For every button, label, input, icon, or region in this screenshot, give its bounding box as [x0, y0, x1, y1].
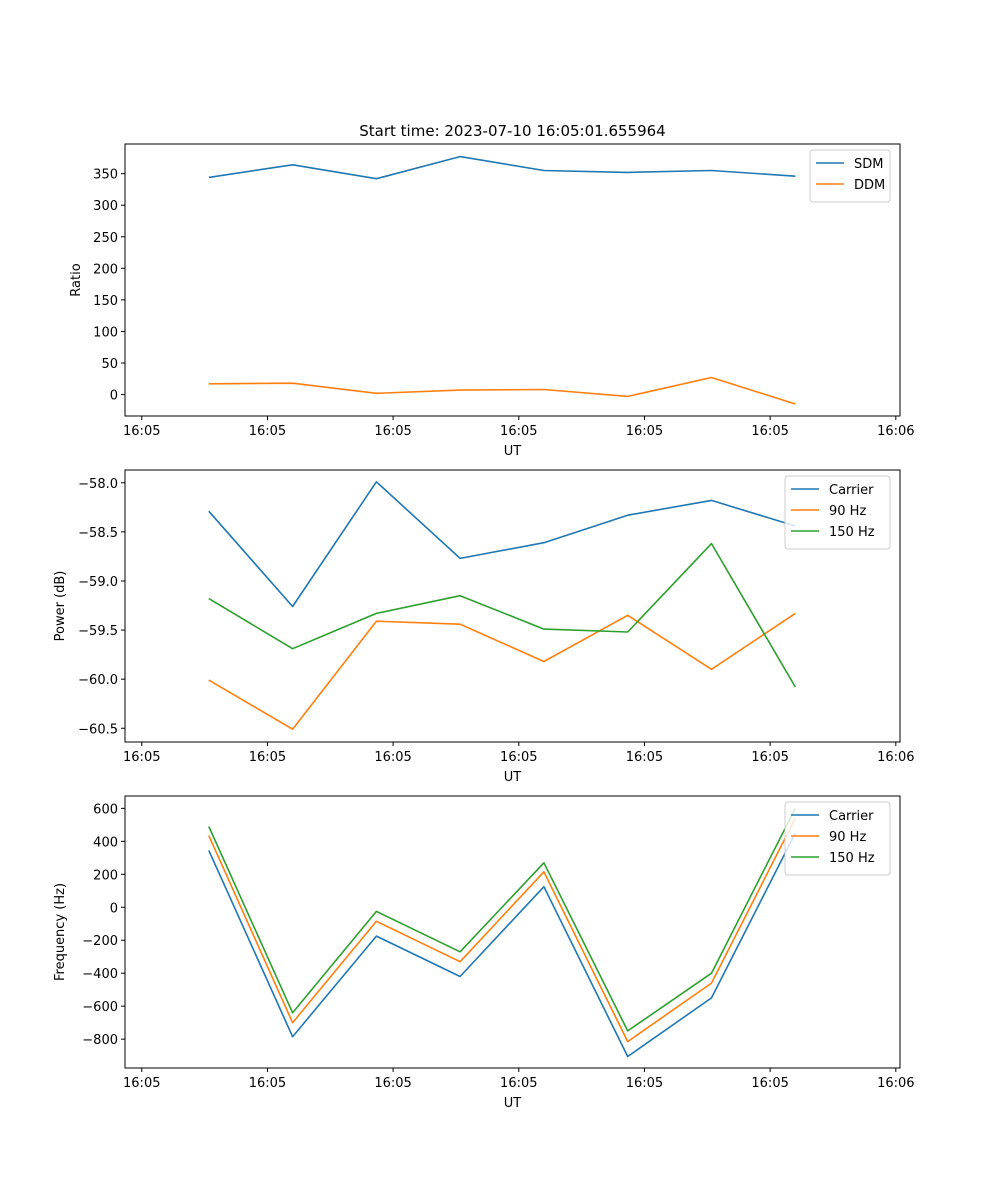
y-tick-label: −59.0: [78, 575, 118, 590]
y-tick-label: −400: [82, 967, 118, 982]
y-axis-label: Power (dB): [53, 571, 68, 642]
series-line-90-hz: [208, 612, 796, 731]
legend-label: 150 Hz: [829, 851, 875, 866]
legend: SDM DDM: [809, 149, 891, 203]
series-line-sdm: [208, 155, 796, 180]
y-axis-label: Ratio: [69, 263, 84, 296]
x-tick-label: 16:06: [877, 1076, 914, 1091]
x-tick-label: 16:05: [249, 424, 286, 439]
x-tick-label: 16:05: [374, 750, 411, 765]
y-tick-label: 600: [93, 802, 118, 817]
series-line-150-hz: [208, 542, 796, 688]
legend-label: 90 Hz: [829, 504, 866, 519]
series-line-ddm: [208, 376, 796, 405]
legend: Carrier 90 Hz 150 Hz: [784, 801, 891, 876]
plot-area-frame: [124, 795, 901, 1069]
x-tick-label: 16:05: [123, 1076, 160, 1091]
series-line-carrier: [208, 832, 797, 1058]
x-tick-label: 16:05: [751, 750, 788, 765]
chart-panel-3: 16:05 16:05 16:05 16:05 16:05 16:05 16:06 −800 −…: [53, 795, 915, 1111]
legend-label: 90 Hz: [829, 830, 866, 845]
x-tick-label: 16:05: [626, 1076, 663, 1091]
y-tick-label: 0: [110, 389, 118, 404]
series-line-90-hz: [208, 817, 797, 1043]
y-tick-label: −800: [82, 1033, 118, 1048]
chart-title: Start time: 2023-07-10 16:05:01.655964: [359, 122, 665, 140]
y-tick-label: 0: [110, 901, 118, 916]
y-axis-label: Frequency (Hz): [53, 883, 68, 981]
y-tick-label: 150: [93, 294, 118, 309]
x-tick-label: 16:05: [500, 750, 537, 765]
chart-panel-1: 16:05 16:05 16:05 16:05 16:05 16:05 16:06 0 50 10…: [69, 143, 915, 459]
x-tick-label: 16:05: [751, 1076, 788, 1091]
legend-label: Carrier: [829, 809, 874, 824]
y-tick-label: 200: [93, 262, 118, 277]
y-tick-label: 400: [93, 835, 118, 850]
x-tick-label: 16:05: [123, 424, 160, 439]
legend-label: Carrier: [829, 483, 874, 498]
x-tick-label: 16:05: [500, 424, 537, 439]
y-tick-label: −200: [82, 934, 118, 949]
y-tick-label: 350: [93, 168, 118, 183]
series-line-carrier: [208, 480, 796, 608]
y-tick-label: −58.5: [78, 526, 118, 541]
x-tick-label: 16:05: [249, 1076, 286, 1091]
x-tick-label: 16:05: [751, 424, 788, 439]
chart-panels: 16:05 16:05 16:05 16:05 16:05 16:05 16:06 0 50 10…: [53, 143, 915, 1111]
y-tick-label: −60.0: [78, 673, 118, 688]
y-tick-label: 100: [93, 325, 118, 340]
y-tick-label: 250: [93, 231, 118, 246]
legend-label: SDM: [854, 157, 883, 172]
chart-panel-2: 16:05 16:05 16:05 16:05 16:05 16:05 16:06 −60.5…: [53, 469, 915, 785]
legend-label: DDM: [854, 178, 885, 193]
y-tick-label: 50: [101, 357, 118, 372]
y-tick-label: 200: [93, 868, 118, 883]
y-tick-label: 300: [93, 199, 118, 214]
plot-area-frame: [124, 469, 901, 743]
x-axis-label: UT: [504, 1096, 522, 1111]
legend: Carrier 90 Hz 150 Hz: [784, 475, 891, 550]
legend-label: 150 Hz: [829, 525, 875, 540]
x-tick-label: 16:06: [877, 424, 914, 439]
y-tick-label: −58.0: [78, 477, 118, 492]
x-tick-label: 16:05: [123, 750, 160, 765]
series-line-150-hz: [208, 808, 797, 1032]
y-tick-label: −60.5: [78, 722, 118, 737]
x-tick-label: 16:05: [374, 424, 411, 439]
x-tick-label: 16:05: [500, 1076, 537, 1091]
x-tick-label: 16:06: [877, 750, 914, 765]
x-tick-label: 16:05: [626, 424, 663, 439]
plot-area-frame: [124, 143, 901, 417]
y-tick-label: −600: [82, 1000, 118, 1015]
y-tick-label: −59.5: [78, 624, 118, 639]
x-tick-label: 16:05: [374, 1076, 411, 1091]
x-axis-label: UT: [504, 444, 522, 459]
x-tick-label: 16:05: [626, 750, 663, 765]
x-tick-label: 16:05: [249, 750, 286, 765]
x-axis-label: UT: [504, 770, 522, 785]
